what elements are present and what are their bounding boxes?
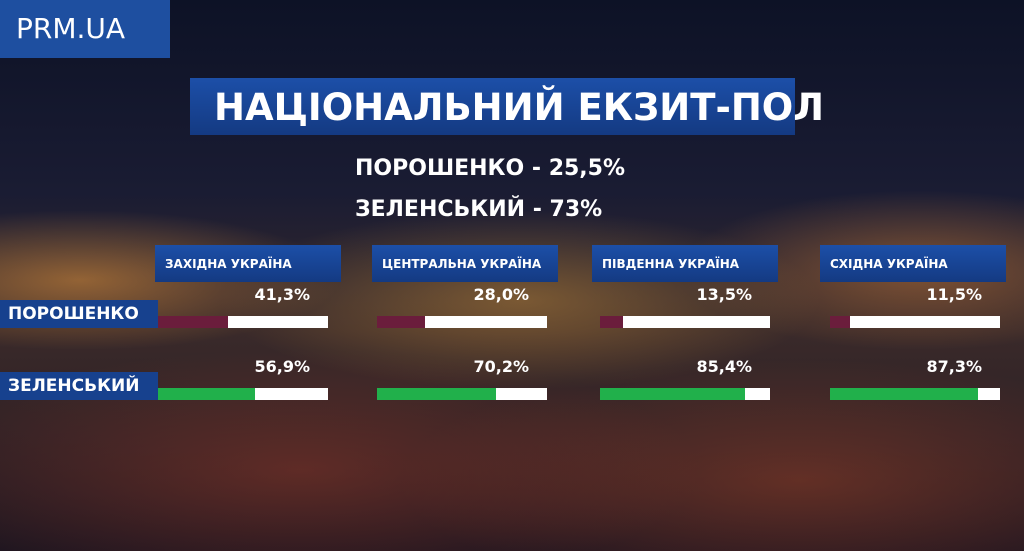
title: НАЦІОНАЛЬНИЙ ЕКЗИТ-ПОЛ	[190, 78, 824, 135]
bar-track	[377, 388, 547, 400]
value-label: 56,9%	[254, 357, 310, 376]
bar	[830, 388, 979, 400]
value-label: 11,5%	[926, 285, 982, 304]
value-label: 13,5%	[696, 285, 752, 304]
value-label: 85,4%	[696, 357, 752, 376]
bar	[377, 388, 497, 400]
region-header: ЗАХІДНА УКРАЇНА	[155, 245, 341, 282]
region-header: ЦЕНТРАЛЬНА УКРАЇНА	[372, 245, 558, 282]
bar-track	[377, 316, 547, 328]
candidate-label: ЗЕЛЕНСЬКИЙ	[0, 372, 158, 400]
summary: ЗЕЛЕНСЬКИЙ - 73%	[355, 197, 603, 222]
bar	[600, 388, 746, 400]
value-label: 28,0%	[473, 285, 529, 304]
bar	[158, 388, 255, 400]
region-header: СХІДНА УКРАЇНА	[820, 245, 1006, 282]
bar-track	[830, 316, 1000, 328]
logo: PRM.UA	[0, 0, 170, 58]
bar	[830, 316, 850, 328]
bar	[600, 316, 623, 328]
bar-track	[830, 388, 1000, 400]
summary: ПОРОШЕНКО - 25,5%	[355, 156, 626, 181]
bar-track	[158, 388, 328, 400]
value-label: 87,3%	[926, 357, 982, 376]
value-label: 41,3%	[254, 285, 310, 304]
candidate-label: ПОРОШЕНКО	[0, 300, 158, 328]
bar-track	[600, 388, 770, 400]
region-header: ПІВДЕННА УКРАЇНА	[592, 245, 778, 282]
bar	[377, 316, 425, 328]
bar-track	[158, 316, 328, 328]
bar-track	[600, 316, 770, 328]
value-label: 70,2%	[473, 357, 529, 376]
bar	[158, 316, 229, 328]
